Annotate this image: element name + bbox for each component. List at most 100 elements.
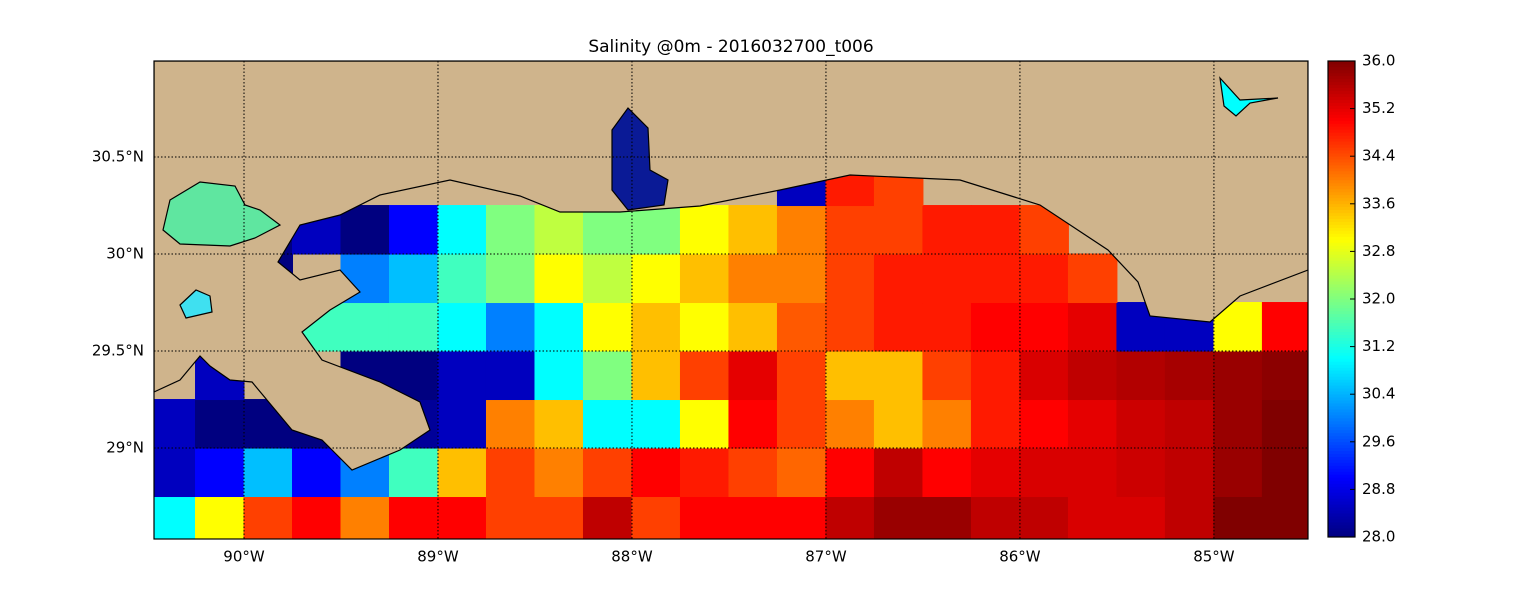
cell <box>1164 399 1215 449</box>
colorbar-segment <box>1328 414 1355 419</box>
colorbar-segment <box>1328 477 1355 481</box>
colorbar-segment <box>1328 182 1355 187</box>
cell <box>873 447 924 498</box>
colorbar-segment <box>1328 179 1355 184</box>
colorbar-segment <box>1328 396 1355 401</box>
cell <box>582 350 633 401</box>
colorbar-segment <box>1328 129 1355 133</box>
colorbar-segment <box>1328 152 1355 157</box>
colorbar-segment <box>1328 135 1355 139</box>
colorbar-segment <box>1328 132 1355 136</box>
colorbar-segment <box>1328 218 1355 222</box>
cell <box>873 253 924 304</box>
x-tick-label: 85°W <box>1193 548 1235 566</box>
colorbar-segment <box>1328 423 1355 428</box>
cell <box>873 205 924 255</box>
x-tick-label: 86°W <box>999 548 1041 566</box>
cell <box>534 399 584 449</box>
colorbar-segment <box>1328 209 1355 214</box>
colorbar-segment <box>1328 304 1355 309</box>
colorbar-tick-label: 31.2 <box>1362 337 1395 355</box>
colorbar-segment <box>1328 251 1355 255</box>
colorbar-segment <box>1328 93 1355 97</box>
cell <box>825 350 875 401</box>
colorbar-segment <box>1328 149 1355 154</box>
cell <box>437 399 487 449</box>
colorbar-segment <box>1328 471 1355 475</box>
colorbar-segment <box>1328 120 1355 124</box>
colorbar-segment <box>1328 441 1355 446</box>
cell <box>1213 447 1263 498</box>
colorbar-segment <box>1328 447 1355 452</box>
colorbar-segment <box>1328 495 1355 499</box>
colorbar-segment <box>1328 78 1355 83</box>
cell <box>195 399 245 449</box>
colorbar-segment <box>1328 370 1355 374</box>
colorbar-segment <box>1328 277 1355 282</box>
colorbar-segment <box>1328 465 1355 469</box>
colorbar-segment <box>1328 161 1355 166</box>
cell <box>970 447 1021 498</box>
cell <box>437 253 487 304</box>
cell <box>534 447 584 498</box>
colorbar-segment <box>1328 408 1355 413</box>
cell <box>873 496 924 539</box>
cell <box>631 350 681 401</box>
colorbar-segment <box>1328 521 1355 526</box>
cell <box>631 302 681 352</box>
cell <box>728 205 778 255</box>
colorbar-segment <box>1328 405 1355 410</box>
y-tick-label: 29°N <box>106 439 144 457</box>
cell <box>582 253 633 304</box>
colorbar-segment <box>1328 438 1355 443</box>
colorbar-segment <box>1328 212 1355 216</box>
colorbar-segment <box>1328 63 1355 68</box>
colorbar-segment <box>1328 221 1355 225</box>
cell <box>679 205 730 255</box>
cell <box>970 205 1021 255</box>
cell <box>485 350 536 401</box>
colorbar-segment <box>1328 283 1355 288</box>
colorbar-segment <box>1328 90 1355 95</box>
cell <box>154 496 197 539</box>
colorbar-segment <box>1328 376 1355 380</box>
colorbar-segment <box>1328 384 1355 389</box>
cell <box>292 496 342 539</box>
cell <box>292 447 342 498</box>
colorbar-tick-label: 32.8 <box>1362 242 1395 260</box>
cell <box>1261 302 1308 352</box>
cell <box>243 496 294 539</box>
colorbar-segment <box>1328 242 1355 246</box>
cell <box>970 496 1021 539</box>
colorbar-segment <box>1328 111 1355 115</box>
colorbar-segment <box>1328 158 1355 163</box>
cell <box>388 205 439 255</box>
cell <box>1213 350 1263 401</box>
colorbar-segment <box>1328 239 1355 243</box>
cell <box>582 302 633 352</box>
colorbar-segment <box>1328 292 1355 297</box>
colorbar-tick-label: 33.6 <box>1362 194 1395 212</box>
colorbar-tick-label: 29.6 <box>1362 432 1395 450</box>
cell <box>825 447 875 498</box>
x-tick-label: 90°W <box>223 548 265 566</box>
colorbar-segment <box>1328 459 1355 463</box>
colorbar-tick-label: 35.2 <box>1362 99 1395 117</box>
cell <box>873 302 924 352</box>
colorbar-segment <box>1328 352 1355 356</box>
y-tick-label: 29.5°N <box>92 342 144 360</box>
colorbar-segment <box>1328 355 1355 359</box>
colorbar-segment <box>1328 170 1355 175</box>
colorbar-segment <box>1328 271 1355 276</box>
colorbar-segment <box>1328 146 1355 151</box>
colorbar-segment <box>1328 501 1355 505</box>
cell <box>485 496 536 539</box>
colorbar-segment <box>1328 117 1355 121</box>
cell <box>388 302 439 352</box>
cell <box>679 399 730 449</box>
cell <box>1067 253 1118 304</box>
y-tick-label: 30°N <box>106 245 144 263</box>
cell <box>776 447 827 498</box>
cell <box>922 253 972 304</box>
colorbar-segment <box>1328 435 1355 440</box>
